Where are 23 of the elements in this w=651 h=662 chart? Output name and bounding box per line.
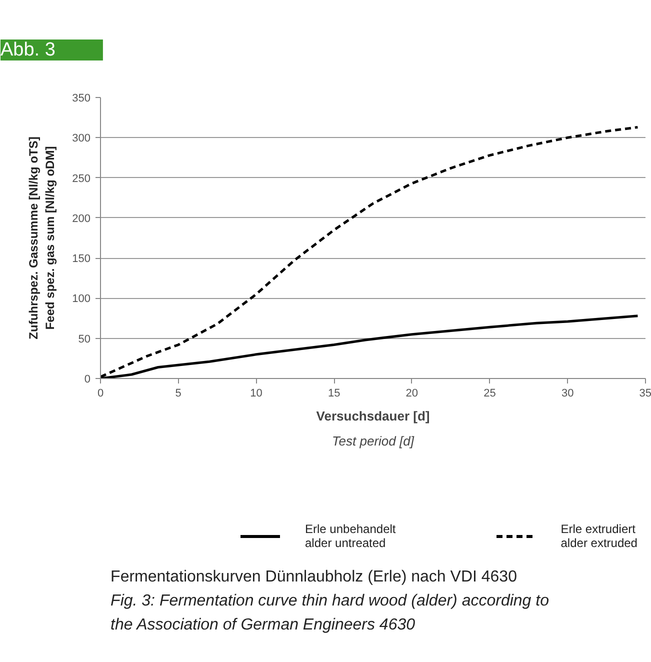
y-tick-label: 250 <box>72 172 91 185</box>
x-tick-label: 20 <box>406 388 418 400</box>
x-tick-label: 25 <box>484 388 496 400</box>
x-axis-title: Versuchsdauer [d] Test period [d] <box>316 408 430 448</box>
x-tick-label: 15 <box>328 388 340 400</box>
y-tick-label: 200 <box>72 212 91 225</box>
legend-label: Erle unbehandelt alder untreated <box>305 522 396 550</box>
x-tick-label: 0 <box>97 388 104 400</box>
x-tick-label: 5 <box>175 388 182 400</box>
y-axis-title: Zufuhrspez. Gassumme [Nl/kg oTS] Feed spez. gas sum [Nl/kg oDM] <box>26 136 58 340</box>
x-tick-label: 30 <box>562 388 574 400</box>
y-tick-label: 150 <box>72 253 91 266</box>
chart-title: Abb. 3 <box>0 40 56 60</box>
y-tick-label: 50 <box>78 333 91 346</box>
x-tick-label: 10 <box>250 388 262 400</box>
y-tick-label: 350 <box>72 92 91 104</box>
legend-label: Erle extrudiert alder extruded <box>560 522 638 550</box>
y-tick-label: 100 <box>72 293 91 306</box>
x-tick-label: 35 <box>639 388 651 400</box>
y-tick-label: 300 <box>72 132 91 145</box>
y-tick-label: 0 <box>84 374 91 386</box>
caption: Fig. 3: Fermentation curve thin hard wood (alder) according to the Association of German Engineers 4630 <box>110 592 550 634</box>
text: Fermentationskurven Dünnlaubholz (Erle) nach VDI 4630 <box>110 568 518 586</box>
